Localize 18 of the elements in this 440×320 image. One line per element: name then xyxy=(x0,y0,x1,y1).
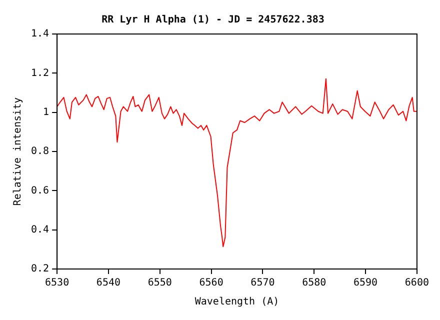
x-tick-label: 6570 xyxy=(250,278,275,289)
x-axis-title: Wavelength (A) xyxy=(194,296,280,308)
x-tick-label: 6560 xyxy=(199,278,224,289)
x-tick-label: 6590 xyxy=(354,278,378,289)
y-tick-label: 1 xyxy=(43,106,50,118)
x-tick-label: 6540 xyxy=(96,278,121,289)
y-axis-title: Relative intensity xyxy=(12,97,24,206)
x-tick-label: 6530 xyxy=(45,278,70,289)
x-tick-label: 6550 xyxy=(148,278,172,289)
y-tick-label: 1.4 xyxy=(31,28,50,40)
y-tick-label: 0.8 xyxy=(31,146,50,158)
y-tick-label: 0.2 xyxy=(31,264,50,275)
y-tick-label: 0.6 xyxy=(31,185,50,196)
x-tick-label: 6580 xyxy=(302,278,326,289)
chart-title: RR Lyr H Alpha (1) - JD = 2457622.383 xyxy=(102,14,324,26)
x-tick-label: 6600 xyxy=(404,278,430,289)
y-tick-label: 1.2 xyxy=(31,68,50,79)
y-tick-label: 0.4 xyxy=(31,224,50,236)
